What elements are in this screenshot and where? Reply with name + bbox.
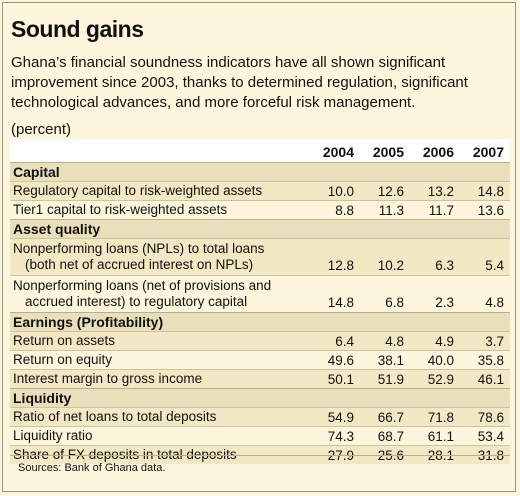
row-label: Share of FX deposits in total deposits [10,445,310,464]
cell-value: 74.3 [310,426,360,446]
row-label: Interest margin to gross income [10,369,310,389]
column-header: 2006 [410,139,460,163]
header-row: 2004 2005 2006 2007 [10,139,510,163]
table-row: Nonperforming loans (NPLs) to total loan… [10,238,510,276]
cell-value: 12.8 [310,238,360,276]
row-label: Return on assets [10,331,310,351]
cell-value: 53.4 [460,426,510,446]
cell-value: 6.8 [360,275,410,313]
cell-value: 11.7 [410,200,460,220]
cell-value: 50.1 [310,369,360,389]
section-row: Earnings (Profitability) [10,312,510,332]
section-heading: Earnings (Profitability) [10,312,510,332]
section-heading: Liquidity [10,388,510,408]
row-label-line: Ratio of net loans to total deposits [13,409,217,424]
cell-value: 46.1 [460,369,510,389]
indicators-table: 2004 2005 2006 2007 Capital Regulatory ca… [10,139,510,464]
cell-value: 4.8 [460,275,510,313]
row-label: Tier1 capital to risk-weighted assets [10,200,310,220]
column-header: 2007 [460,139,510,163]
cell-value: 3.7 [460,331,510,351]
source-note: Sources: Bank of Ghana data. [18,462,166,474]
unit-label: (percent) [11,121,72,138]
row-label: Regulatory capital to risk-weighted asse… [10,181,310,201]
cell-value: 52.9 [410,369,460,389]
cell-value: 5.4 [460,238,510,276]
cell-value: 78.6 [460,407,510,427]
cell-value: 61.1 [410,426,460,446]
header-blank [10,139,310,163]
cell-value: 27.9 [310,445,360,464]
cell-value: 11.3 [360,200,410,220]
bottom-rule [10,455,510,456]
figure-frame [2,2,516,492]
row-label-line: Liquidity ratio [13,428,93,443]
figure-subtitle: Ghana’s financial soundness indicators h… [11,54,468,111]
row-label-line: Tier1 capital to risk-weighted assets [13,202,228,217]
section-row: Liquidity [10,388,510,408]
cell-value: 8.8 [310,200,360,220]
section-heading: Capital [10,162,510,182]
table-row: Tier1 capital to risk-weighted assets 8.8… [10,200,510,220]
row-label-line: Return on equity [13,352,113,367]
row-label: Ratio of net loans to total deposits [10,407,310,427]
table-row: Regulatory capital to risk-weighted asse… [10,181,510,201]
row-label: Return on equity [10,350,310,370]
section-row: Asset quality [10,219,510,239]
cell-value: 71.8 [410,407,460,427]
cell-value: 35.8 [460,350,510,370]
table-row: Interest margin to gross income 50.1 51.9 5… [10,369,510,389]
cell-value: 68.7 [360,426,410,446]
cell-value: 4.8 [360,331,410,351]
cell-value: 51.9 [360,369,410,389]
cell-value: 4.9 [410,331,460,351]
row-label-line: Nonperforming loans (net of provisions a… [13,278,272,293]
cell-value: 2.3 [410,275,460,313]
table-row: Return on equity 49.6 38.1 40.0 35.8 [10,350,510,370]
cell-value: 12.6 [360,181,410,201]
cell-value: 66.7 [360,407,410,427]
table-row: Share of FX deposits in total deposits 27… [10,445,510,464]
row-label: Liquidity ratio [10,426,310,446]
row-label: Nonperforming loans (net of provisions a… [10,275,310,313]
table-body: Capital Regulatory capital to risk-weight… [10,162,510,464]
cell-value: 38.1 [360,350,410,370]
figure-title: Sound gains [11,16,144,42]
table-row: Nonperforming loans (net of provisions a… [10,275,510,313]
cell-value: 6.3 [410,238,460,276]
row-label-line: Interest margin to gross income [13,371,203,386]
cell-value: 10.0 [310,181,360,201]
table-row: Liquidity ratio 74.3 68.7 61.1 53.4 [10,426,510,446]
row-label-line: (both net of accrued interest on NPLs) [25,257,254,272]
table-row: Ratio of net loans to total deposits 54.9… [10,407,510,427]
table-row: Return on assets 6.4 4.8 4.9 3.7 [10,331,510,351]
column-header: 2005 [360,139,410,163]
row-label-line: Share of FX deposits in total deposits [13,447,237,462]
row-label-line: accrued interest) to regulatory capital [25,294,248,309]
cell-value: 10.2 [360,238,410,276]
row-label-line: Return on assets [13,333,116,348]
column-header: 2004 [310,139,360,163]
section-heading: Asset quality [10,219,510,239]
cell-value: 13.6 [460,200,510,220]
cell-value: 6.4 [310,331,360,351]
section-row: Capital [10,162,510,182]
row-label-line: Regulatory capital to risk-weighted asse… [13,183,263,198]
cell-value: 54.9 [310,407,360,427]
row-label-line: Nonperforming loans (NPLs) to total loan… [13,241,265,256]
cell-value: 13.2 [410,181,460,201]
cell-value: 14.8 [460,181,510,201]
cell-value: 49.6 [310,350,360,370]
cell-value: 14.8 [310,275,360,313]
cell-value: 25.6 [360,445,410,464]
row-label: Nonperforming loans (NPLs) to total loan… [10,238,310,276]
cell-value: 40.0 [410,350,460,370]
